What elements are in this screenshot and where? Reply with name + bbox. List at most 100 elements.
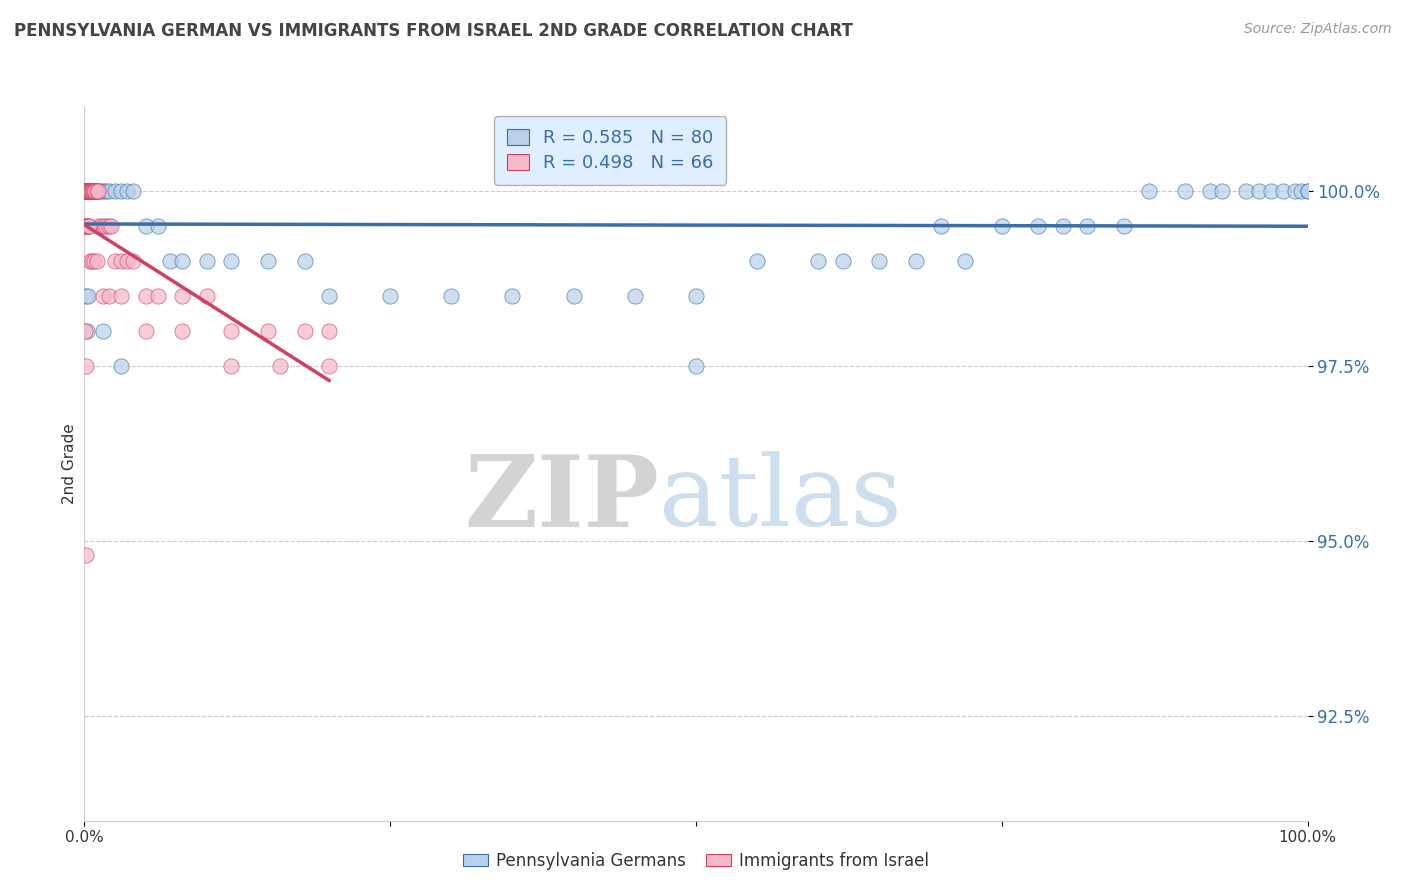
Point (76, 219, 98, 233)
Point (953, 254, 976, 268)
Point (96, 184, 118, 198)
Point (1114, 219, 1136, 233)
Point (80, 184, 103, 198)
Point (77, 184, 100, 198)
Point (146, 289, 169, 303)
Point (1174, 184, 1197, 198)
Point (104, 254, 127, 268)
Point (80, 184, 103, 198)
Point (77, 184, 100, 198)
Point (82, 184, 104, 198)
Point (77, 184, 100, 198)
Point (79, 184, 101, 198)
Point (146, 219, 169, 233)
Point (87, 184, 110, 198)
Point (80, 184, 103, 198)
Point (97, 219, 120, 233)
Point (318, 359, 340, 373)
Point (77, 184, 100, 198)
Point (269, 359, 291, 373)
Point (685, 289, 707, 303)
Point (195, 254, 218, 268)
Point (624, 289, 647, 303)
Point (80, 184, 103, 198)
Point (91, 324, 114, 338)
Point (380, 289, 402, 303)
Point (1137, 184, 1160, 198)
Point (86, 184, 108, 198)
Point (82, 184, 104, 198)
Point (86, 254, 108, 268)
Point (87, 184, 110, 198)
Text: ZIP: ZIP (464, 451, 659, 548)
Y-axis label: 2nd Grade: 2nd Grade (62, 424, 77, 504)
Point (79, 184, 101, 198)
Point (318, 289, 340, 303)
Point (257, 324, 280, 338)
Point (79, 184, 101, 198)
Point (76, 184, 98, 198)
Point (83, 184, 105, 198)
Point (172, 254, 194, 268)
Point (75, 184, 97, 198)
Point (77, 184, 100, 198)
Point (79, 184, 101, 198)
Point (1291, 184, 1313, 198)
Point (991, 219, 1014, 233)
Point (93, 219, 115, 233)
Point (76, 184, 98, 198)
Point (97, 184, 120, 198)
Point (90, 184, 112, 198)
Point (75, 289, 97, 303)
Point (929, 219, 952, 233)
Point (76, 184, 98, 198)
Point (90, 219, 112, 233)
Point (75, 184, 97, 198)
Point (96, 219, 118, 233)
Point (869, 254, 891, 268)
Point (75, 324, 97, 338)
Point (122, 254, 145, 268)
Point (75, 219, 97, 233)
Point (1284, 184, 1306, 198)
Point (75, 548, 97, 562)
Point (77, 219, 100, 233)
Point (115, 184, 138, 198)
Point (1272, 184, 1295, 198)
Point (75, 184, 97, 198)
Point (115, 254, 138, 268)
Point (1028, 219, 1050, 233)
Point (135, 324, 157, 338)
Point (77, 184, 100, 198)
Point (172, 289, 194, 303)
Point (91, 289, 114, 303)
Point (685, 359, 707, 373)
Point (76, 184, 98, 198)
Point (172, 324, 194, 338)
Point (440, 289, 463, 303)
Point (75, 184, 97, 198)
Point (75, 184, 97, 198)
Point (807, 254, 830, 268)
Point (77, 219, 100, 233)
Point (1247, 184, 1270, 198)
Point (77, 219, 100, 233)
Point (562, 289, 585, 303)
Point (905, 254, 928, 268)
Point (76, 184, 98, 198)
Point (83, 184, 105, 198)
Point (73, 184, 96, 198)
Point (76, 184, 98, 198)
Point (501, 289, 523, 303)
Point (77, 184, 100, 198)
Point (77, 289, 100, 303)
Point (257, 254, 280, 268)
Point (80, 254, 103, 268)
Point (77, 184, 100, 198)
Point (318, 324, 340, 338)
Text: Source: ZipAtlas.com: Source: ZipAtlas.com (1244, 22, 1392, 37)
Point (83, 184, 105, 198)
Point (83, 254, 105, 268)
Point (79, 184, 101, 198)
Point (294, 254, 316, 268)
